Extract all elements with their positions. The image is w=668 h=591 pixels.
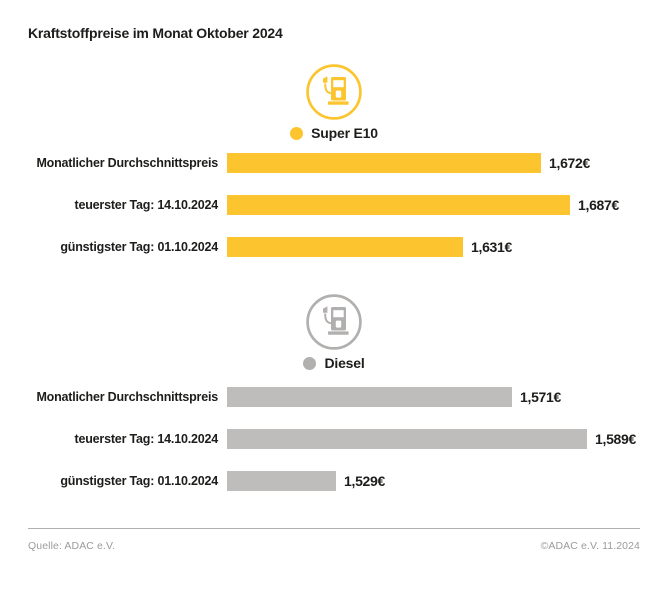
bar-category-label: teuerster Tag: 14.10.2024 [74,432,219,446]
bar-value-label: 1,529€ [344,473,386,489]
bar-value-label: 1,571€ [520,389,562,405]
bar-row: teuerster Tag: 14.10.2024 1,687€ [0,195,668,215]
source-note: Quelle: ADAC e.V. [28,540,116,552]
bar-super-e10-average [227,153,541,173]
legend-label: Diesel [324,355,365,371]
bar-diesel-average [227,387,512,407]
series-header-super-e10: Super E10 [0,63,668,141]
bar-category-label: günstigster Tag: 01.10.2024 [60,474,218,488]
bar-row: Monatlicher Durchschnittspreis 1,571€ [0,387,668,407]
series-header-diesel: Diesel [0,293,668,371]
bar-value-label: 1,589€ [595,431,637,447]
bar-super-e10-highest [227,195,570,215]
legend-dot [290,126,304,140]
legend-super-e10: Super E10 [290,125,378,141]
bar-value-label: 1,672€ [549,155,591,171]
bar-category-label: Monatlicher Durchschnittspreis [36,156,218,170]
bar-super-e10-lowest [227,237,463,257]
bar-value-label: 1,631€ [471,239,513,255]
bar-category-label: Monatlicher Durchschnittspreis [36,390,218,404]
bar-row: teuerster Tag: 14.10.2024 1,589€ [0,429,668,449]
bar-value-label: 1,687€ [578,197,620,213]
copyright-note: ©ADAC e.V. 11.2024 [540,540,640,552]
bar-category-label: teuerster Tag: 14.10.2024 [74,198,219,212]
bar-diesel-lowest [227,471,336,491]
legend-diesel: Diesel [303,355,365,371]
legend-dot [303,356,317,370]
footer-divider [28,528,640,529]
bar-row: günstigster Tag: 01.10.2024 1,631€ [0,237,668,257]
bar-row: Monatlicher Durchschnittspreis 1,672€ [0,153,668,173]
legend-label: Super E10 [311,125,378,141]
bar-row: günstigster Tag: 01.10.2024 1,529€ [0,471,668,491]
bar-category-label: günstigster Tag: 01.10.2024 [60,240,218,254]
fuel-pump-icon [306,64,362,120]
bar-diesel-highest [227,429,587,449]
fuel-pump-icon [306,294,362,350]
chart-title: Kraftstoffpreise im Monat Oktober 2024 [28,25,283,41]
